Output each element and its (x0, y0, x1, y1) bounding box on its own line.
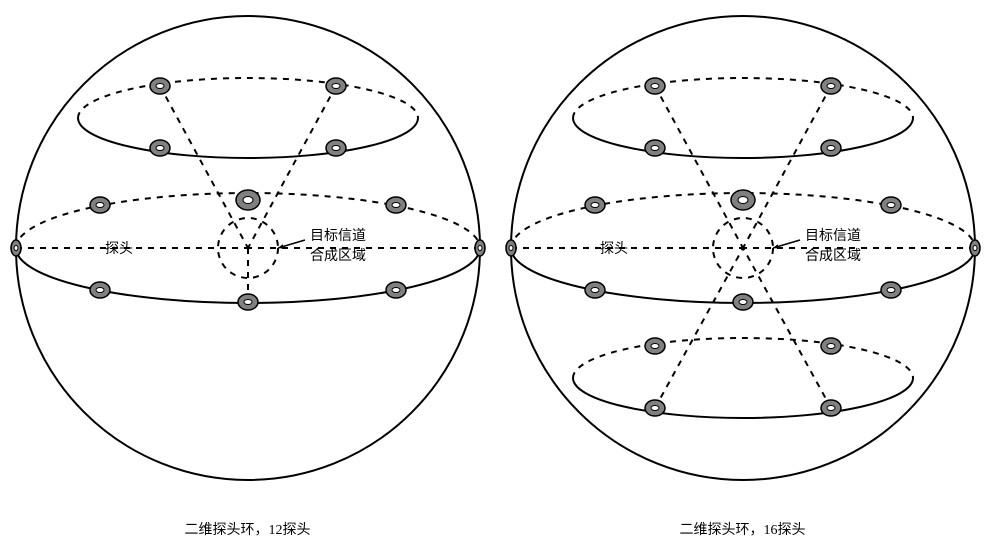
diagram-container: 二维探头环，12探头 探头 目标信道 合成区域 二维探头环，16探头 探头 目标… (0, 0, 990, 551)
right-probe-label: 探头 (600, 238, 628, 258)
left-caption: 二维探头环，12探头 (0, 519, 495, 539)
left-probe-label: 探头 (105, 238, 133, 258)
left-panel: 二维探头环，12探头 探头 目标信道 合成区域 (0, 0, 495, 551)
right-caption: 二维探头环，16探头 (495, 519, 990, 539)
right-sphere-svg (495, 0, 990, 500)
left-target-line1: 目标信道 (310, 229, 366, 244)
right-target-line1: 目标信道 (805, 229, 861, 244)
left-target-line2: 合成区域 (310, 249, 366, 264)
right-panel: 二维探头环，16探头 探头 目标信道 合成区域 (495, 0, 990, 551)
left-sphere-svg (0, 0, 495, 500)
right-target-label: 目标信道 合成区域 (805, 225, 861, 265)
left-target-label: 目标信道 合成区域 (310, 225, 366, 265)
right-target-line2: 合成区域 (805, 249, 861, 264)
